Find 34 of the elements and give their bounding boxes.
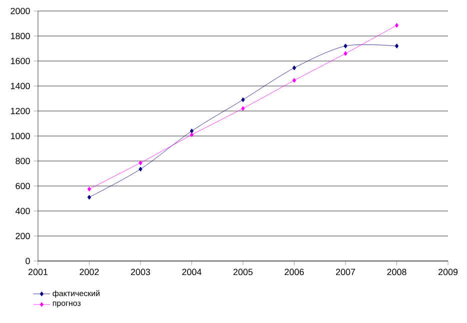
point [344,44,348,48]
y-tick-label: 0 [26,258,30,264]
point [190,128,194,134]
point [292,65,296,70]
x-tick-label: 2006 [284,268,304,276]
y-tick-label: 600 [16,182,30,190]
point [138,166,142,172]
x-tick-label: 2003 [130,268,150,276]
point [394,44,399,48]
y-tick-label: 1400 [10,82,30,90]
x-tick-label: 2009 [438,268,458,276]
x-tick-label: 2002 [80,268,99,276]
point [394,22,399,28]
x-tick-label: 2005 [233,268,253,276]
y-tick-label: 1000 [10,132,30,140]
y-tick-label: 200 [16,232,30,240]
y-tick-label: 2000 [10,8,30,14]
point [292,78,296,83]
y-tick-label: 800 [16,158,30,164]
point [190,132,194,138]
x-tick-label: 2007 [336,268,356,276]
point [241,106,245,111]
x-tick-label: 2004 [182,268,202,276]
y-tick-label: 1600 [10,58,30,64]
point [87,186,92,192]
point [87,194,92,200]
point [138,160,142,166]
point [241,97,245,102]
y-tick-label: 400 [15,208,30,214]
y-tick-label: 1800 [10,32,30,40]
x-tick-label: 2001 [28,268,48,276]
y-tick-label: 1200 [10,108,30,114]
x-tick-label: 2008 [387,268,406,276]
point [344,51,348,56]
